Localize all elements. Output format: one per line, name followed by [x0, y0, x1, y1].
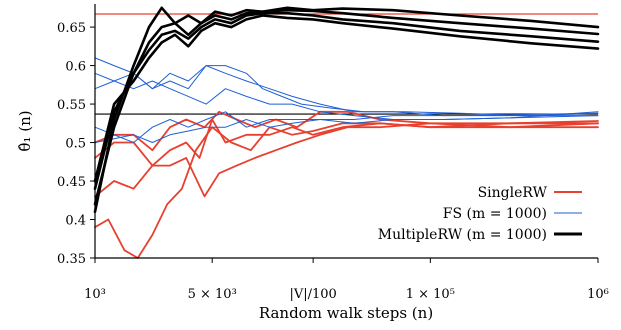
series-line-singlerw-2 — [94, 118, 599, 167]
legend-label: FS (m = 1000) — [443, 206, 547, 222]
legend: SingleRW FS (m = 1000) MultipleRW (m = 100… — [378, 185, 582, 243]
series-line-multiplerw-1 — [93, 8, 600, 206]
y-ticks: 0.35 0.4 0.45 0.5 0.55 0.6 0.65 — [57, 21, 95, 267]
series-line-fs-1 — [94, 65, 599, 117]
series-line-multiplerw-3 — [93, 14, 600, 183]
x-ticks: 10³ 5 × 10³ |V|/100 1 × 10⁵ 10⁶ — [84, 258, 609, 302]
y-tick-label: 0.4 — [65, 214, 86, 229]
y-tick-label: 0.45 — [57, 175, 86, 190]
series-line-fs-0 — [94, 57, 599, 117]
y-tick-label: 0.55 — [57, 98, 86, 113]
x-axis-label: Random walk steps (n) — [259, 304, 433, 322]
x-tick-label: 1 × 10⁵ — [406, 287, 455, 302]
x-tick-label: 10³ — [84, 287, 106, 302]
y-tick-label: 0.65 — [57, 21, 86, 36]
series-lines — [93, 6, 600, 259]
x-tick-label: |V|/100 — [289, 287, 336, 302]
series-line-singlerw-1 — [94, 120, 599, 198]
series-line-multiplerw-0 — [93, 6, 600, 214]
y-tick-label: 0.35 — [57, 252, 86, 267]
series-line-multiplerw-2 — [93, 11, 600, 190]
legend-label: MultipleRW (m = 1000) — [378, 227, 547, 243]
series-line-fs-4 — [94, 112, 599, 143]
legend-label: SingleRW — [478, 185, 548, 201]
axes — [94, 4, 598, 259]
x-tick-label: 5 × 10³ — [188, 287, 237, 302]
y-tick-label: 0.5 — [65, 137, 86, 152]
y-tick-label: 0.6 — [65, 60, 86, 75]
y-axis-label: θ̂₁ (n) — [16, 110, 34, 151]
series-line-fs-3 — [94, 111, 599, 143]
x-tick-label: 10⁶ — [587, 287, 609, 302]
